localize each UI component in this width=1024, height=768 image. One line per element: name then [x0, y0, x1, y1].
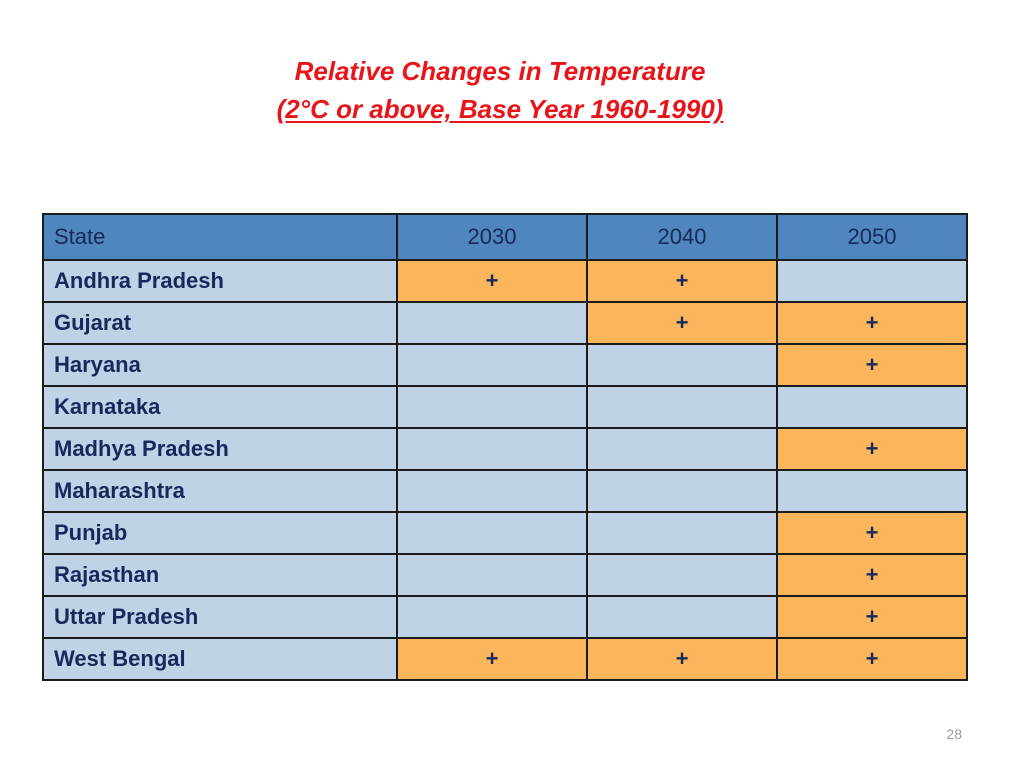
title-line-1: Relative Changes in Temperature — [294, 56, 706, 86]
table-row: Maharashtra — [42, 469, 968, 513]
table-row: West Bengal + + + — [42, 637, 968, 681]
mark-cell-2050: + — [776, 301, 968, 345]
mark-cell-2050 — [776, 385, 968, 429]
mark-cell-2030: + — [396, 637, 588, 681]
table-row: Rajasthan + — [42, 553, 968, 597]
title-line-2: (2°C or above, Base Year 1960-1990) — [276, 94, 724, 124]
temperature-table: State 2030 2040 2050 Andhra Pradesh + + Guj… — [42, 213, 968, 681]
page-number: 28 — [946, 726, 962, 742]
state-name-cell: Maharashtra — [42, 469, 398, 513]
mark-cell-2050: + — [776, 511, 968, 555]
mark-cell-2030 — [396, 301, 588, 345]
mark-cell-2050: + — [776, 595, 968, 639]
mark-cell-2040 — [586, 595, 778, 639]
mark-cell-2050: + — [776, 637, 968, 681]
mark-cell-2040: + — [586, 637, 778, 681]
header-state: State — [42, 213, 398, 261]
state-name-cell: Punjab — [42, 511, 398, 555]
table-row: Karnataka — [42, 385, 968, 429]
mark-cell-2040 — [586, 553, 778, 597]
mark-cell-2030 — [396, 427, 588, 471]
state-name-cell: Madhya Pradesh — [42, 427, 398, 471]
table-row: Uttar Pradesh + — [42, 595, 968, 639]
mark-cell-2030: + — [396, 259, 588, 303]
table-row: Punjab + — [42, 511, 968, 555]
mark-cell-2040 — [586, 511, 778, 555]
table-body: Andhra Pradesh + + Gujarat + + Haryana + Karnata… — [42, 259, 968, 681]
state-name-cell: Karnataka — [42, 385, 398, 429]
mark-cell-2040 — [586, 343, 778, 387]
mark-cell-2030 — [396, 385, 588, 429]
mark-cell-2030 — [396, 595, 588, 639]
state-name-cell: Andhra Pradesh — [42, 259, 398, 303]
state-name-cell: Rajasthan — [42, 553, 398, 597]
state-name-cell: Uttar Pradesh — [42, 595, 398, 639]
mark-cell-2050: + — [776, 427, 968, 471]
header-2030: 2030 — [396, 213, 588, 261]
mark-cell-2030 — [396, 553, 588, 597]
mark-cell-2040 — [586, 385, 778, 429]
mark-cell-2030 — [396, 469, 588, 513]
mark-cell-2030 — [396, 343, 588, 387]
state-name-cell: West Bengal — [42, 637, 398, 681]
mark-cell-2040 — [586, 469, 778, 513]
state-name-cell: Gujarat — [42, 301, 398, 345]
header-2040: 2040 — [586, 213, 778, 261]
mark-cell-2050 — [776, 259, 968, 303]
mark-cell-2040: + — [586, 259, 778, 303]
header-row: State 2030 2040 2050 — [42, 213, 968, 261]
mark-cell-2040: + — [586, 301, 778, 345]
table-row: Andhra Pradesh + + — [42, 259, 968, 303]
mark-cell-2040 — [586, 427, 778, 471]
mark-cell-2050: + — [776, 343, 968, 387]
mark-cell-2030 — [396, 511, 588, 555]
mark-cell-2050: + — [776, 553, 968, 597]
mark-cell-2050 — [776, 469, 968, 513]
state-name-cell: Haryana — [42, 343, 398, 387]
header-2050: 2050 — [776, 213, 968, 261]
slide-title: Relative Changes in Temperature (2°C or … — [0, 52, 1000, 128]
table-row: Haryana + — [42, 343, 968, 387]
table-row: Madhya Pradesh + — [42, 427, 968, 471]
table-row: Gujarat + + — [42, 301, 968, 345]
